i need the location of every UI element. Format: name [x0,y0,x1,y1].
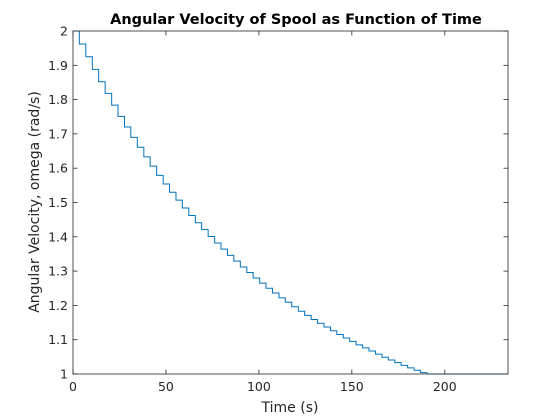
y-tick-label: 1.9 [48,58,68,73]
plot-area [73,31,508,374]
chart-title: Angular Velocity of Spool as Function of… [110,12,482,28]
y-tick-label: 2 [60,24,68,39]
series-line [73,30,508,375]
y-tick-label: 1.5 [48,195,68,210]
plot-frame [72,30,509,375]
axis-ticks: 0 50 100 150 200 1 1.1 1.2 1.3 1.4 1.5 1.6 1.7 1.8 1.9… [48,24,508,394]
x-tick-label: 150 [340,379,364,394]
x-tick-label: 50 [158,379,174,394]
y-tick-label: 1.8 [48,92,68,107]
x-axis-label: Time (s) [261,400,319,416]
y-tick-label: 1.6 [48,161,68,176]
y-tick-label: 1 [60,367,68,382]
series-layer [73,30,508,375]
x-tick-label: 100 [247,379,271,394]
y-tick-label: 1.3 [48,264,68,279]
x-tick-label: 200 [433,379,457,394]
y-tick-label: 1.2 [48,298,68,313]
y-tick-label: 1.4 [48,229,68,244]
x-tick-label: 0 [69,379,77,394]
y-axis-label: Angular Velocity, omega (rad/s) [27,91,43,313]
y-tick-label: 1.7 [48,126,68,141]
y-tick-label: 1.1 [48,332,68,347]
